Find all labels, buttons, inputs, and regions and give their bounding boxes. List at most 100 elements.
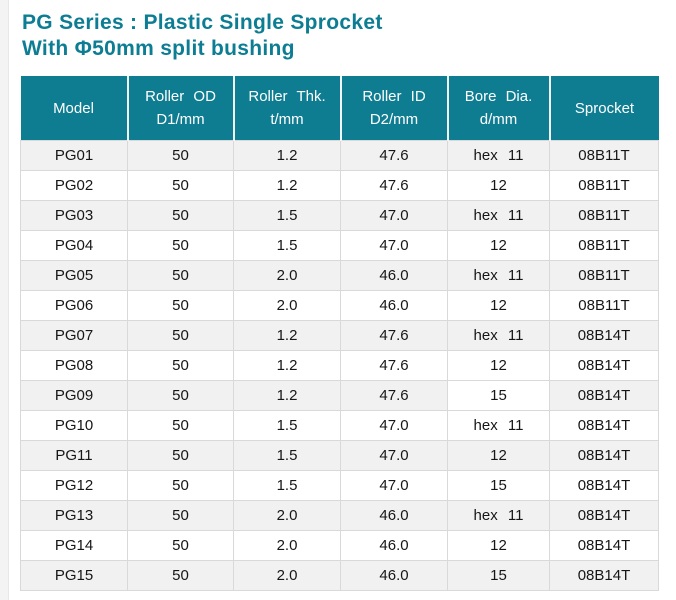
- column-header-label: Model: [53, 99, 94, 117]
- page-title-line2: With Φ50mm split bushing: [22, 37, 295, 60]
- table-cell: 50: [127, 410, 234, 441]
- table-cell: hex 11: [447, 260, 550, 291]
- table-cell: 47.0: [340, 230, 448, 261]
- table-cell: 15: [447, 380, 550, 411]
- table-cell: 08B11T: [549, 230, 659, 261]
- table-cell: hex 11: [447, 320, 550, 351]
- table-row-pg12: PG12 50 1.5 47.0 15 08B14T: [20, 470, 659, 501]
- table-cell: 2.0: [233, 560, 341, 591]
- table-cell: 08B11T: [549, 170, 659, 201]
- column-header-label: Roller ID: [362, 88, 426, 105]
- table-cell: 46.0: [340, 290, 448, 321]
- column-header-roller-id: Roller ID D2/mm: [340, 76, 449, 141]
- table-cell: 1.5: [233, 200, 341, 231]
- table-cell: 50: [127, 440, 234, 471]
- table-cell: 50: [127, 230, 234, 261]
- table-row-pg05: PG05 50 2.0 46.0 hex 11 08B11T: [20, 260, 659, 291]
- table-row-pg02: PG02 50 1.2 47.6 12 08B11T: [20, 170, 659, 201]
- table-cell: 08B11T: [549, 260, 659, 291]
- table-cell: 50: [127, 320, 234, 351]
- table-cell: 50: [127, 350, 234, 381]
- table-cell: 2.0: [233, 530, 341, 561]
- table-cell: 50: [127, 380, 234, 411]
- spec-table-wrap: Model Roller OD D1/mm Roller Thk. t/mm Roller…: [20, 76, 659, 591]
- table-cell: 46.0: [340, 500, 448, 531]
- table-cell: 1.5: [233, 440, 341, 471]
- table-cell: 46.0: [340, 560, 448, 591]
- table-cell: 08B14T: [549, 380, 659, 411]
- table-cell: 12: [447, 170, 550, 201]
- table-cell: 47.6: [340, 380, 448, 411]
- spec-table-header: Model Roller OD D1/mm Roller Thk. t/mm Roller…: [20, 76, 659, 141]
- table-cell: 2.0: [233, 500, 341, 531]
- table-cell: 50: [127, 170, 234, 201]
- table-cell: 2.0: [233, 290, 341, 321]
- table-cell: 50: [127, 530, 234, 561]
- column-header-label: Sprocket: [574, 99, 635, 117]
- column-header-sprocket: Sprocket: [549, 76, 659, 141]
- table-cell: 1.5: [233, 410, 341, 441]
- table-cell: 1.2: [233, 350, 341, 381]
- column-header-unit: D2/mm: [369, 111, 419, 128]
- column-header-unit: t/mm: [270, 111, 304, 128]
- table-cell: 08B14T: [549, 470, 659, 501]
- table-row-pg06: PG06 50 2.0 46.0 12 08B11T: [20, 290, 659, 321]
- column-header-unit: D1/mm: [156, 111, 205, 128]
- table-cell: 08B11T: [549, 290, 659, 321]
- table-cell: 15: [447, 560, 550, 591]
- table-cell: 47.6: [340, 350, 448, 381]
- table-cell: 47.0: [340, 470, 448, 501]
- column-header-roller-od: Roller OD D1/mm: [127, 76, 235, 141]
- table-cell: hex 11: [447, 200, 550, 231]
- table-cell: PG01: [20, 140, 128, 171]
- table-cell: 08B14T: [549, 530, 659, 561]
- table-cell: 08B14T: [549, 410, 659, 441]
- table-cell: PG11: [20, 440, 128, 471]
- table-cell: 08B14T: [549, 500, 659, 531]
- page-title: PG Series : Plastic Single Sprocket With…: [22, 10, 383, 62]
- table-cell: 1.2: [233, 320, 341, 351]
- table-row-pg08: PG08 50 1.2 47.6 12 08B14T: [20, 350, 659, 381]
- column-header-label: Roller OD: [145, 88, 216, 105]
- table-cell: PG03: [20, 200, 128, 231]
- header-row: Model Roller OD D1/mm Roller Thk. t/mm Roller…: [20, 76, 659, 141]
- scan-edge-strip: [0, 0, 9, 600]
- table-cell: 08B11T: [549, 140, 659, 171]
- column-header-roller-thk: Roller Thk. t/mm: [233, 76, 342, 141]
- column-header-label: Roller Thk.: [248, 88, 326, 105]
- table-cell: 12: [447, 350, 550, 381]
- table-cell: PG05: [20, 260, 128, 291]
- table-cell: PG06: [20, 290, 128, 321]
- table-cell: 50: [127, 500, 234, 531]
- table-cell: 12: [447, 230, 550, 261]
- table-cell: 50: [127, 260, 234, 291]
- table-cell: PG07: [20, 320, 128, 351]
- table-row-pg13: PG13 50 2.0 46.0 hex 11 08B14T: [20, 500, 659, 531]
- table-cell: PG04: [20, 230, 128, 261]
- table-cell: 50: [127, 470, 234, 501]
- table-cell: PG02: [20, 170, 128, 201]
- table-cell: 12: [447, 290, 550, 321]
- table-cell: PG09: [20, 380, 128, 411]
- spec-table-body: PG01 50 1.2 47.6 hex 11 08B11T PG02 50 1.2 47.6 12…: [20, 140, 659, 591]
- table-cell: PG15: [20, 560, 128, 591]
- table-row-pg03: PG03 50 1.5 47.0 hex 11 08B11T: [20, 200, 659, 231]
- page-title-line1: PG Series : Plastic Single Sprocket: [22, 11, 383, 34]
- table-cell: PG13: [20, 500, 128, 531]
- spec-table: Model Roller OD D1/mm Roller Thk. t/mm Roller…: [20, 76, 659, 591]
- table-cell: PG08: [20, 350, 128, 381]
- table-cell: 08B14T: [549, 350, 659, 381]
- table-cell: 47.0: [340, 410, 448, 441]
- table-cell: 47.0: [340, 440, 448, 471]
- table-cell: 2.0: [233, 260, 341, 291]
- table-row-pg07: PG07 50 1.2 47.6 hex 11 08B14T: [20, 320, 659, 351]
- table-cell: 08B14T: [549, 560, 659, 591]
- table-cell: hex 11: [447, 500, 550, 531]
- column-header-bore-dia: Bore Dia. d/mm: [447, 76, 551, 141]
- table-cell: 08B11T: [549, 200, 659, 231]
- table-cell: 1.5: [233, 470, 341, 501]
- table-cell: 47.0: [340, 200, 448, 231]
- table-row-pg14: PG14 50 2.0 46.0 12 08B14T: [20, 530, 659, 561]
- table-cell: 08B14T: [549, 320, 659, 351]
